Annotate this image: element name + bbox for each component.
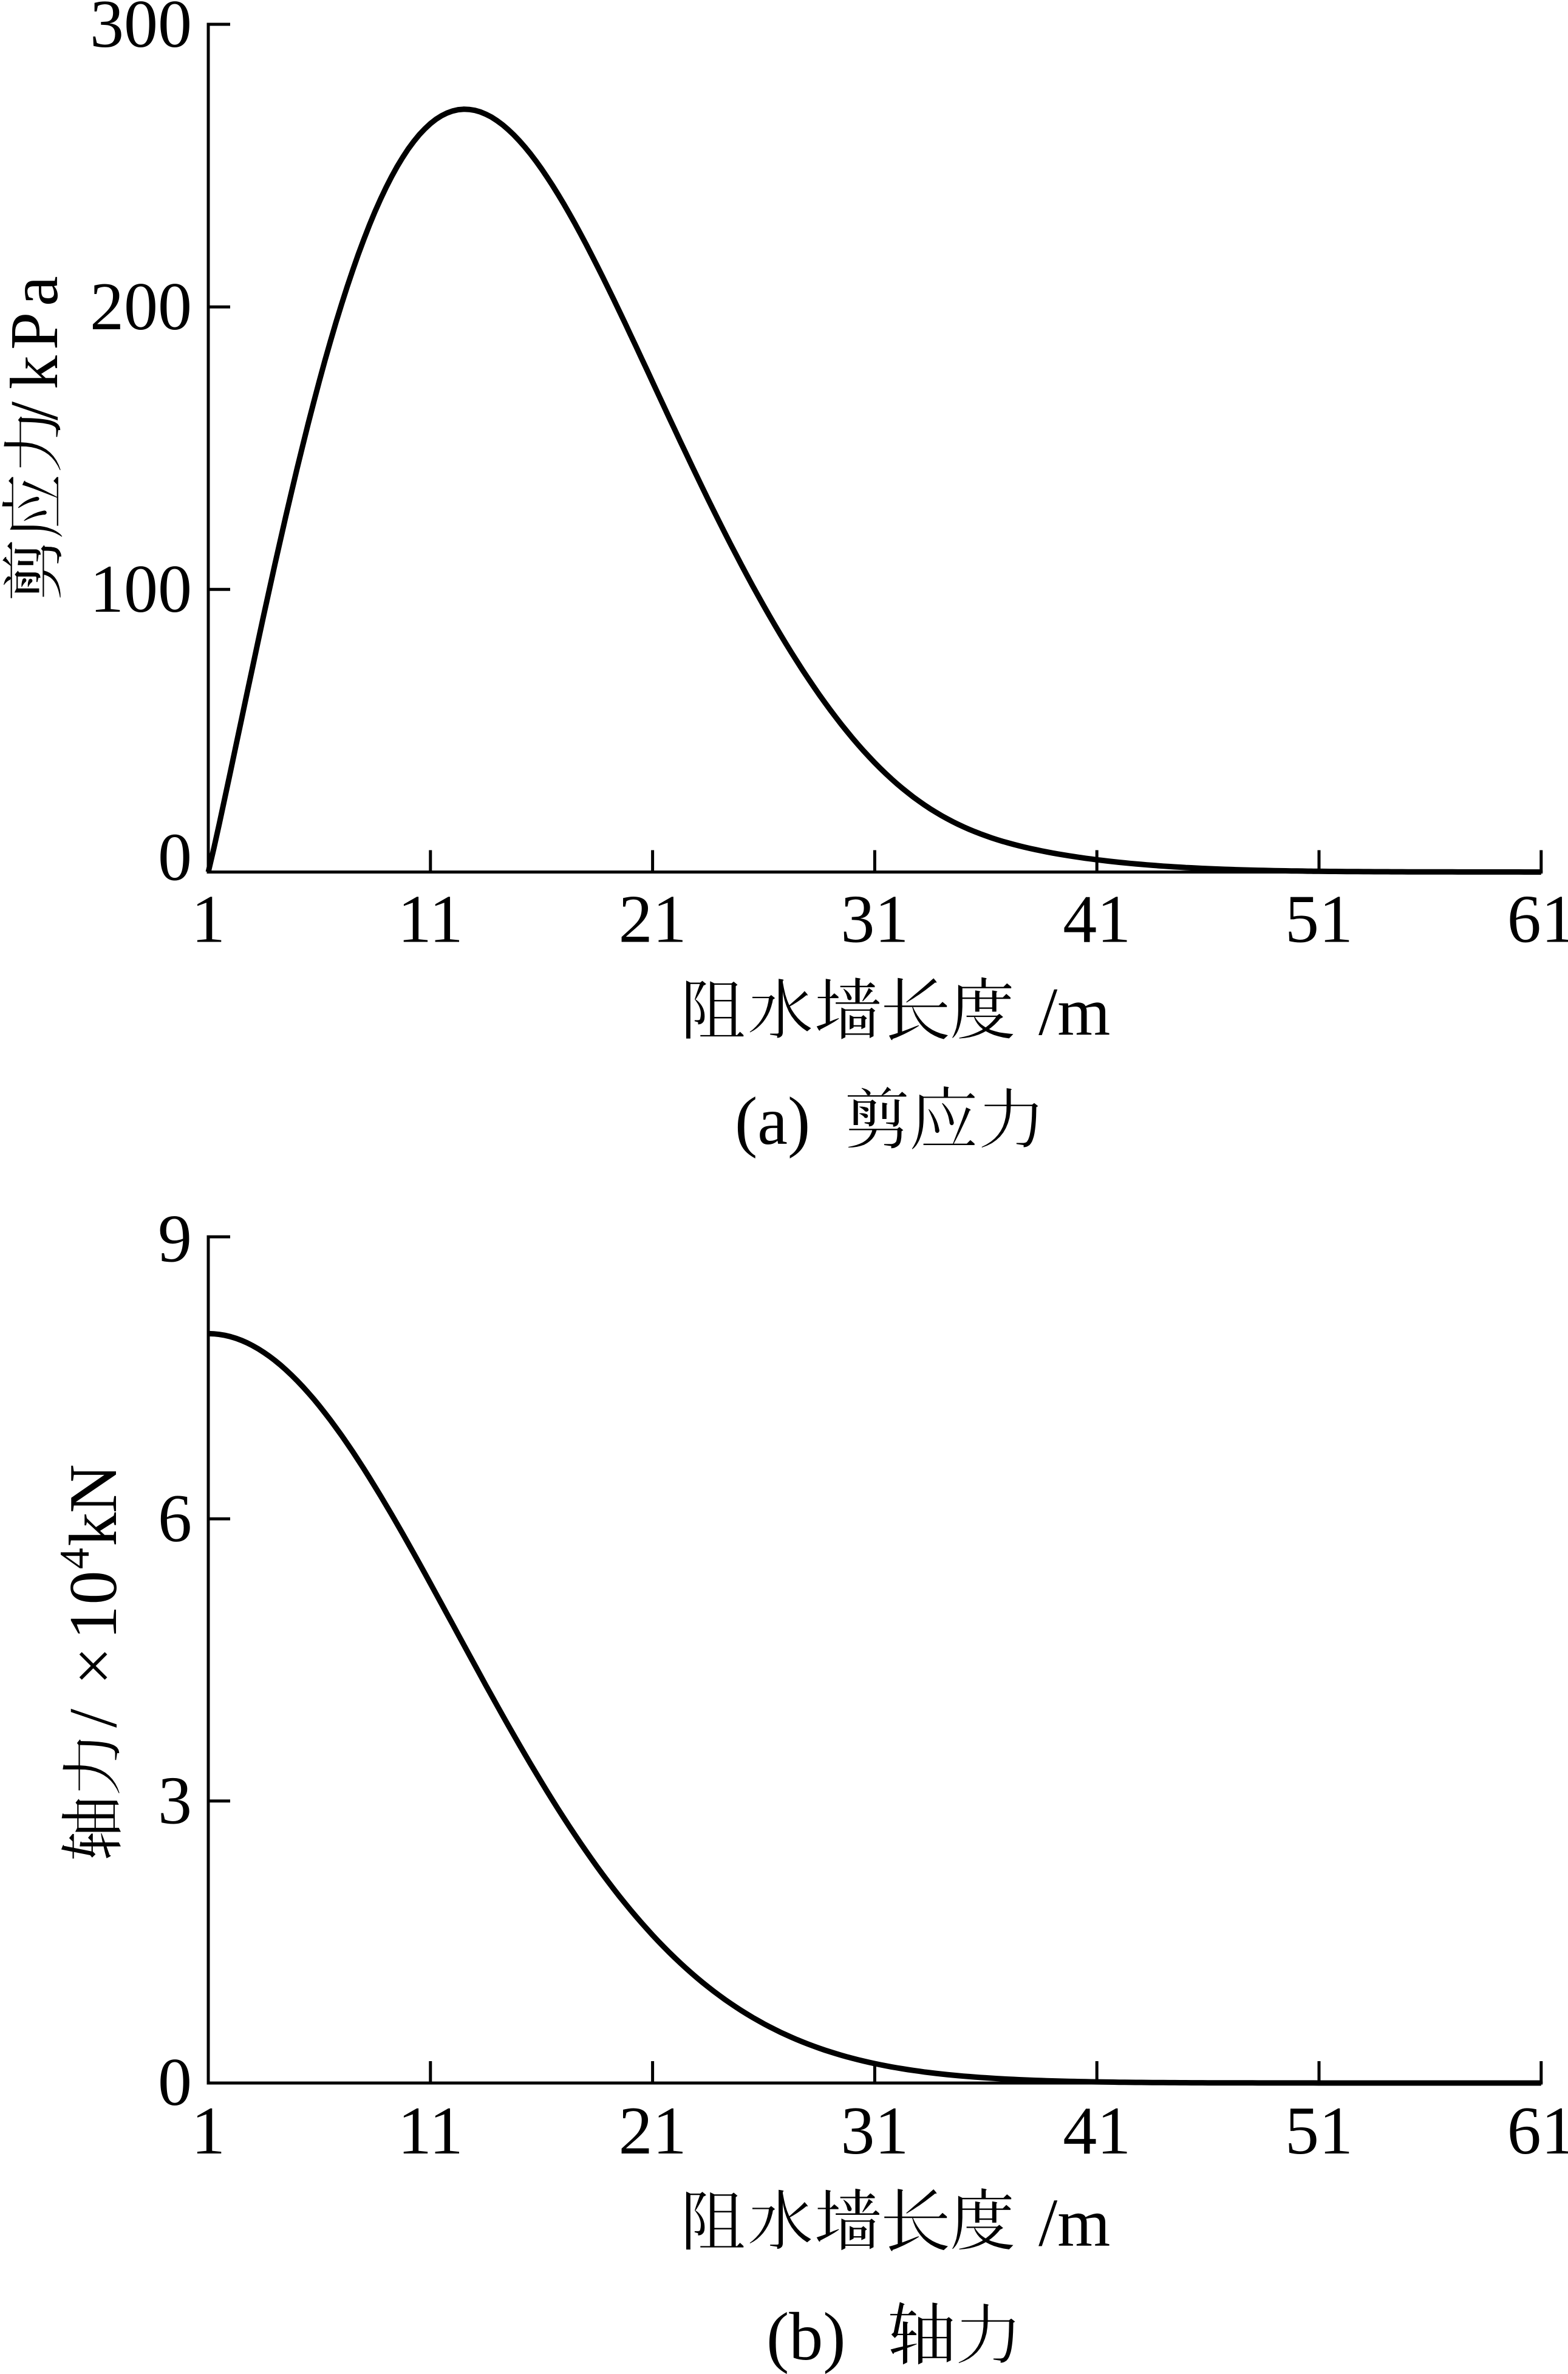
- svg-text:21: 21: [619, 2093, 687, 2169]
- svg-text:31: 31: [840, 882, 908, 957]
- svg-text:41: 41: [1063, 882, 1131, 957]
- svg-text:300: 300: [90, 0, 192, 62]
- svg-text:(a): (a): [735, 1084, 810, 1159]
- svg-text:/m: /m: [1021, 974, 1110, 1050]
- svg-text:61: 61: [1507, 882, 1568, 957]
- svg-text:/×104kN: /×104kN: [52, 1464, 131, 1728]
- svg-text:200: 200: [90, 269, 192, 344]
- svg-text:51: 51: [1285, 2093, 1353, 2169]
- svg-text:/m: /m: [1021, 2186, 1110, 2261]
- svg-text:/kPa: /kPa: [0, 276, 72, 420]
- svg-text:51: 51: [1285, 882, 1353, 957]
- svg-text:0: 0: [158, 2045, 192, 2120]
- svg-text:(b): (b): [766, 2299, 846, 2374]
- svg-text:3: 3: [158, 1763, 192, 1838]
- svg-text:9: 9: [158, 1202, 192, 1277]
- svg-text:31: 31: [840, 2093, 908, 2169]
- svg-text:61: 61: [1507, 2093, 1568, 2169]
- svg-text:6: 6: [158, 1481, 192, 1556]
- svg-text:1: 1: [191, 2093, 225, 2169]
- svg-text:100: 100: [90, 552, 192, 627]
- svg-text:41: 41: [1063, 2093, 1131, 2169]
- svg-text:11: 11: [398, 2093, 463, 2169]
- svg-text:0: 0: [158, 820, 192, 895]
- svg-text:21: 21: [619, 882, 687, 957]
- svg-text:11: 11: [398, 882, 463, 957]
- svg-text:1: 1: [191, 882, 225, 957]
